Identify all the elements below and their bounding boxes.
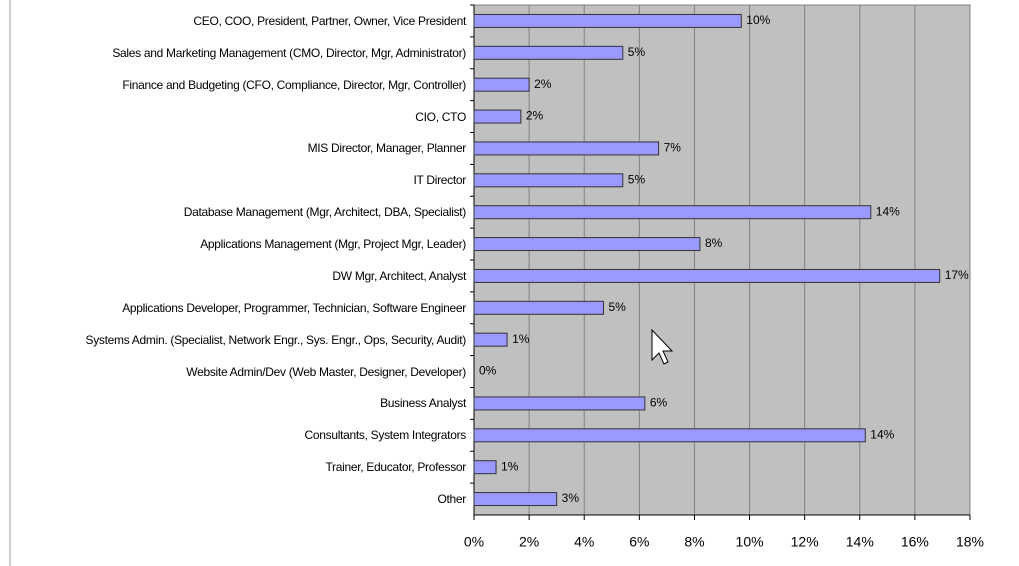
y-tick-label: DW Mgr, Architect, Analyst <box>332 268 466 283</box>
data-label: 5% <box>609 300 627 314</box>
y-tick-label: Systems Admin. (Specialist, Network Engr… <box>85 332 467 347</box>
data-label: 17% <box>945 268 969 282</box>
x-tick-label: 12% <box>791 534 819 550</box>
bar <box>473 492 558 507</box>
cursor <box>651 328 674 365</box>
bar <box>473 205 872 220</box>
y-tick-label: Sales and Marketing Management (CMO, Dir… <box>112 45 466 60</box>
data-label: 5% <box>628 45 646 59</box>
y-tick-label: Consultants, System Integrators <box>304 428 467 443</box>
data-label: 8% <box>705 236 723 250</box>
y-tick-label: Trainer, Educator, Professor <box>325 460 466 475</box>
bar <box>473 332 508 347</box>
x-tick-label: 10% <box>736 534 764 550</box>
x-tick-label: 2% <box>519 534 539 550</box>
y-tick-label: Database Management (Mgr, Architect, DBA… <box>183 205 467 220</box>
data-label: 1% <box>512 332 530 346</box>
x-tick-label: 4% <box>574 534 594 550</box>
data-label: 7% <box>664 141 682 155</box>
y-tick-label: Applications Management (Mgr, Project Mg… <box>200 237 466 252</box>
x-tick-label: 8% <box>684 534 704 550</box>
y-tick-label: CEO, COO, President, Partner, Owner, Vic… <box>193 13 466 28</box>
data-label: 14% <box>876 204 900 218</box>
bar <box>473 460 497 475</box>
x-tick-label: 0% <box>464 534 484 550</box>
y-tick-label: CIO, CTO <box>415 109 466 124</box>
data-label: 10% <box>746 13 770 27</box>
y-tick-label: Other <box>437 492 466 507</box>
bar <box>473 237 701 252</box>
x-tick-label: 14% <box>846 534 874 550</box>
bar <box>473 396 646 411</box>
y-tick-label: IT Director <box>413 173 467 188</box>
x-tick-label: 16% <box>901 534 929 550</box>
bar <box>473 109 522 124</box>
bar <box>473 428 866 443</box>
data-label: 14% <box>870 427 894 441</box>
bar <box>473 300 605 315</box>
y-tick-label: Finance and Budgeting (CFO, Compliance, … <box>122 77 466 92</box>
y-tick-label: Business Analyst <box>380 396 466 411</box>
data-label: 6% <box>650 396 668 410</box>
data-label: 5% <box>628 172 646 186</box>
data-label: 0% <box>479 364 497 378</box>
bar <box>473 268 941 283</box>
bar <box>473 173 624 188</box>
data-label: 2% <box>526 109 544 123</box>
data-label: 2% <box>534 77 552 91</box>
bar <box>473 13 742 28</box>
y-tick-label: Website Admin/Dev (Web Master, Designer,… <box>186 364 466 379</box>
data-label: 1% <box>501 459 519 473</box>
bar <box>473 77 530 92</box>
bar <box>473 45 624 60</box>
bar <box>473 141 660 156</box>
y-tick-label: MIS Director, Manager, Planner <box>307 141 467 156</box>
x-tick-label: 6% <box>629 534 649 550</box>
y-tick-label: Applications Developer, Programmer, Tech… <box>122 300 466 315</box>
data-label: 3% <box>562 491 580 505</box>
x-tick-label: 18% <box>956 534 984 550</box>
